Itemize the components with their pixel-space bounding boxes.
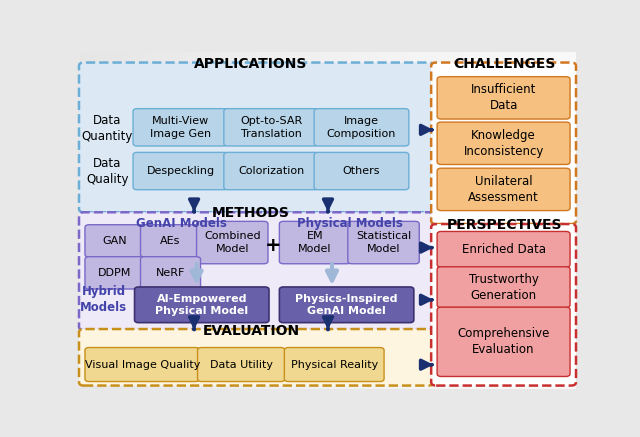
- Text: Physical Reality: Physical Reality: [291, 360, 378, 370]
- FancyBboxPatch shape: [85, 347, 200, 382]
- Text: CHALLENGES: CHALLENGES: [453, 57, 556, 71]
- Text: Physics-Inspired
GenAI Model: Physics-Inspired GenAI Model: [295, 294, 398, 316]
- FancyBboxPatch shape: [79, 62, 434, 212]
- Text: GAN: GAN: [102, 236, 127, 246]
- FancyBboxPatch shape: [196, 222, 268, 264]
- FancyBboxPatch shape: [133, 109, 228, 146]
- Text: Others: Others: [343, 166, 380, 176]
- FancyBboxPatch shape: [431, 62, 576, 224]
- Text: Trustworthy
Generation: Trustworthy Generation: [468, 273, 538, 302]
- FancyBboxPatch shape: [437, 122, 570, 164]
- FancyBboxPatch shape: [224, 109, 319, 146]
- Text: AEs: AEs: [161, 236, 180, 246]
- Text: Opt-to-SAR
Translation: Opt-to-SAR Translation: [240, 116, 302, 139]
- Text: EVALUATION: EVALUATION: [202, 324, 300, 338]
- Text: Multi-View
Image Gen: Multi-View Image Gen: [150, 116, 211, 139]
- Text: EM
Model: EM Model: [298, 231, 332, 254]
- FancyBboxPatch shape: [85, 257, 145, 289]
- FancyBboxPatch shape: [79, 329, 434, 385]
- Text: Knowledge
Inconsistency: Knowledge Inconsistency: [463, 129, 544, 158]
- FancyBboxPatch shape: [134, 287, 269, 323]
- FancyBboxPatch shape: [431, 224, 576, 385]
- FancyBboxPatch shape: [85, 225, 145, 257]
- FancyBboxPatch shape: [141, 225, 200, 257]
- Text: GenAI Models: GenAI Models: [136, 217, 227, 230]
- FancyBboxPatch shape: [437, 232, 570, 267]
- Text: Physical Models: Physical Models: [298, 217, 403, 230]
- Text: Enriched Data: Enriched Data: [461, 243, 545, 256]
- FancyBboxPatch shape: [437, 76, 570, 119]
- Text: Comprehensive
Evaluation: Comprehensive Evaluation: [458, 327, 550, 356]
- FancyBboxPatch shape: [280, 222, 351, 264]
- Text: Colorization: Colorization: [238, 166, 305, 176]
- Text: Image
Composition: Image Composition: [327, 116, 396, 139]
- Text: Data
Quality: Data Quality: [86, 157, 129, 187]
- Text: +: +: [265, 236, 282, 255]
- FancyBboxPatch shape: [437, 168, 570, 211]
- FancyBboxPatch shape: [79, 212, 434, 330]
- FancyBboxPatch shape: [348, 222, 419, 264]
- Text: Insufficient
Data: Insufficient Data: [471, 83, 536, 112]
- Text: AI-Empowered
Physical Model: AI-Empowered Physical Model: [156, 294, 248, 316]
- FancyBboxPatch shape: [284, 347, 384, 382]
- Text: APPLICATIONS: APPLICATIONS: [195, 57, 308, 71]
- FancyBboxPatch shape: [437, 307, 570, 377]
- Text: Data
Quantity: Data Quantity: [81, 114, 133, 142]
- Text: Hybrid
Models: Hybrid Models: [80, 285, 127, 314]
- FancyBboxPatch shape: [280, 287, 414, 323]
- Text: Visual Image Quality: Visual Image Quality: [84, 360, 200, 370]
- FancyBboxPatch shape: [437, 267, 570, 308]
- Text: Data Utility: Data Utility: [210, 360, 273, 370]
- Text: NeRF: NeRF: [156, 268, 185, 278]
- Text: DDPM: DDPM: [99, 268, 132, 278]
- Text: Unilateral
Assessment: Unilateral Assessment: [468, 175, 539, 204]
- FancyBboxPatch shape: [198, 347, 285, 382]
- Text: Statistical
Model: Statistical Model: [356, 231, 411, 254]
- Text: METHODS: METHODS: [212, 206, 290, 220]
- Text: PERSPECTIVES: PERSPECTIVES: [446, 218, 562, 232]
- FancyBboxPatch shape: [133, 153, 228, 190]
- FancyBboxPatch shape: [224, 153, 319, 190]
- Text: Despeckling: Despeckling: [147, 166, 214, 176]
- FancyBboxPatch shape: [314, 153, 409, 190]
- FancyBboxPatch shape: [314, 109, 409, 146]
- FancyBboxPatch shape: [141, 257, 200, 289]
- Text: Combined
Model: Combined Model: [204, 231, 260, 254]
